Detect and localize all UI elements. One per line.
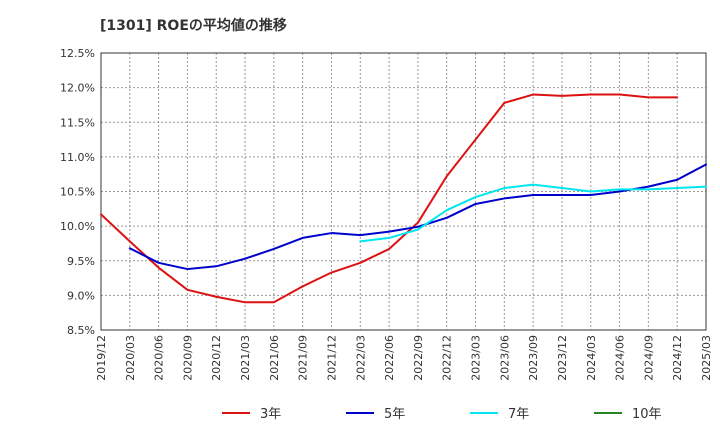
x-tick-label: 2021/03 [239, 335, 252, 381]
y-tick-label: 11.5% [60, 116, 95, 129]
x-tick-label: 2021/09 [297, 335, 310, 381]
x-tick-label: 2021/06 [268, 335, 281, 381]
x-tick-label: 2023/03 [470, 335, 483, 381]
x-tick-label: 2024/03 [585, 335, 598, 381]
series-line-3年 [100, 93, 679, 304]
y-tick-label: 11.0% [60, 151, 95, 164]
x-tick-label: 2021/12 [325, 335, 338, 381]
series-line-5年 [128, 163, 707, 271]
plot-border [100, 52, 707, 331]
series-line-7年 [359, 183, 707, 243]
y-tick-label: 9.5% [67, 255, 95, 268]
legend-label-7年: 7年 [508, 407, 529, 422]
legend-label-3年: 3年 [260, 407, 281, 422]
x-tick-label: 2020/06 [153, 335, 166, 381]
x-tick-label: 2019/12 [95, 335, 108, 381]
x-tick-label: 2020/03 [124, 335, 137, 381]
x-tick-label: 2023/09 [527, 335, 540, 381]
x-tick-label: 2022/03 [354, 335, 367, 381]
y-tick-label: 10.0% [60, 220, 95, 233]
x-tick-label: 2020/12 [210, 335, 223, 381]
x-tick-label: 2022/06 [383, 335, 396, 381]
y-tick-label: 12.5% [60, 47, 95, 60]
x-tick-label: 2022/12 [441, 335, 454, 381]
x-tick-label: 2023/06 [498, 335, 511, 381]
legend-label-10年: 10年 [632, 407, 662, 422]
y-tick-label: 8.5% [67, 324, 95, 337]
y-tick-label: 12.0% [60, 82, 95, 95]
x-tick-label: 2024/09 [642, 335, 655, 381]
y-tick-label: 10.5% [60, 186, 95, 199]
x-tick-label: 2024/06 [614, 335, 627, 381]
x-axis: 2019/12 2020/03 2020/06 2020/09 2020/12 2021/… [95, 335, 713, 381]
x-tick-label: 2025/03 [700, 335, 713, 381]
grid [101, 53, 706, 330]
chart-title: [1301] ROEの平均値の推移 [100, 17, 287, 34]
x-tick-label: 2023/12 [556, 335, 569, 381]
y-tick-label: 9.0% [67, 289, 95, 302]
x-tick-label: 2020/09 [181, 335, 194, 381]
legend: 3年 5年 7年 10年 [222, 407, 662, 422]
x-tick-label: 2024/12 [671, 335, 684, 381]
legend-label-5年: 5年 [384, 407, 405, 422]
x-tick-label: 2022/09 [412, 335, 425, 381]
series-group [100, 93, 707, 304]
y-axis: 8.5% 9.0% 9.5% 10.0% 10.5% 11.0% 11.5% 12.0% 12.… [60, 47, 95, 337]
